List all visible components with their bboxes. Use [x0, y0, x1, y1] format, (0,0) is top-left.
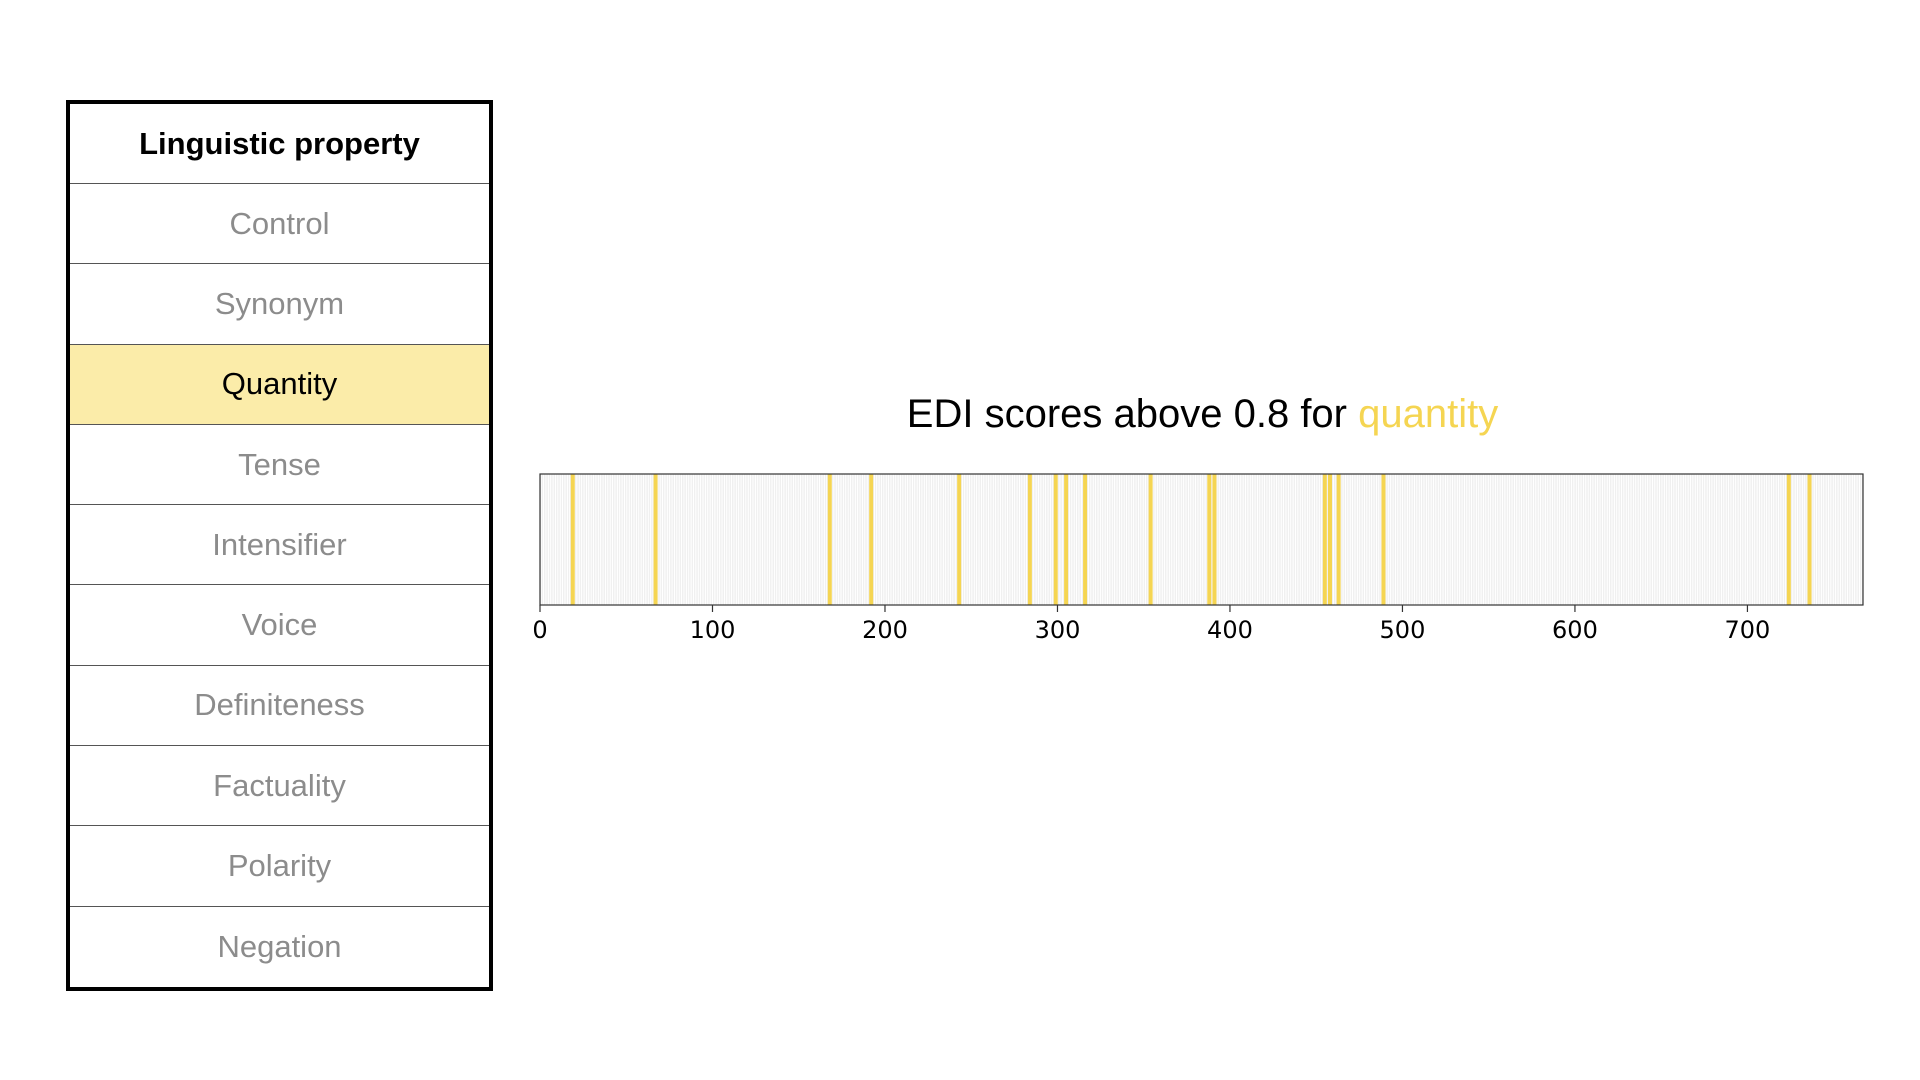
- table-row-synonym[interactable]: Synonym: [70, 264, 489, 345]
- x-tick-label: 400: [1207, 616, 1253, 644]
- table-row-voice[interactable]: Voice: [70, 585, 489, 666]
- x-tick-label: 300: [1035, 616, 1081, 644]
- table-row-polarity[interactable]: Polarity: [70, 826, 489, 907]
- edi-bar: [1083, 474, 1088, 605]
- background-lines: [540, 474, 1863, 605]
- edi-bar: [1336, 474, 1341, 605]
- x-tick-label: 700: [1725, 616, 1771, 644]
- edi-bar: [570, 474, 575, 605]
- x-tick-label: 600: [1552, 616, 1598, 644]
- x-axis: 0 100 200 300 400 500 600 700: [532, 605, 1770, 644]
- x-tick-label: 200: [862, 616, 908, 644]
- edi-bar: [653, 474, 658, 605]
- edi-bar: [1328, 474, 1333, 605]
- highlight-bars: [570, 474, 1812, 605]
- edi-bar: [957, 474, 962, 605]
- table-row-quantity[interactable]: Quantity: [70, 344, 489, 425]
- table-header: Linguistic property: [70, 104, 489, 184]
- edi-bar: [1381, 474, 1386, 605]
- plot-frame: [539, 473, 1864, 606]
- chart-title-highlight: quantity: [1358, 392, 1499, 436]
- chart-title-prefix: EDI scores above 0.8 for: [906, 392, 1359, 436]
- edi-bar: [1322, 474, 1327, 605]
- edi-bar: [1212, 474, 1217, 605]
- edi-bar: [1807, 474, 1812, 605]
- linguistic-property-table: Linguistic property Control Synonym Quan…: [66, 100, 493, 991]
- edi-bar: [1148, 474, 1153, 605]
- edi-bar: [1027, 474, 1032, 605]
- edi-bar: [869, 474, 874, 605]
- table-row-control[interactable]: Control: [70, 184, 489, 265]
- table-row-negation[interactable]: Negation: [217, 928, 342, 964]
- table-row-intensifier[interactable]: Intensifier: [70, 505, 489, 586]
- edi-bar: [1207, 474, 1212, 605]
- edi-bar: [1064, 474, 1069, 605]
- chart-title: EDI scores above 0.8 for quantity: [540, 392, 1865, 437]
- edi-bar: [1053, 474, 1058, 605]
- table-row-tense[interactable]: Tense: [70, 425, 489, 506]
- table-rows: Control Synonym Quantity Tense Intensifi…: [70, 184, 489, 987]
- x-tick-label: 100: [690, 616, 736, 644]
- x-tick-label: 500: [1380, 616, 1426, 644]
- x-tick-label: 0: [532, 616, 547, 644]
- edi-bar: [1786, 474, 1791, 605]
- table-row-factuality[interactable]: Factuality: [70, 746, 489, 827]
- edi-bar: [827, 474, 832, 605]
- table-row-definiteness[interactable]: Definiteness: [70, 666, 489, 747]
